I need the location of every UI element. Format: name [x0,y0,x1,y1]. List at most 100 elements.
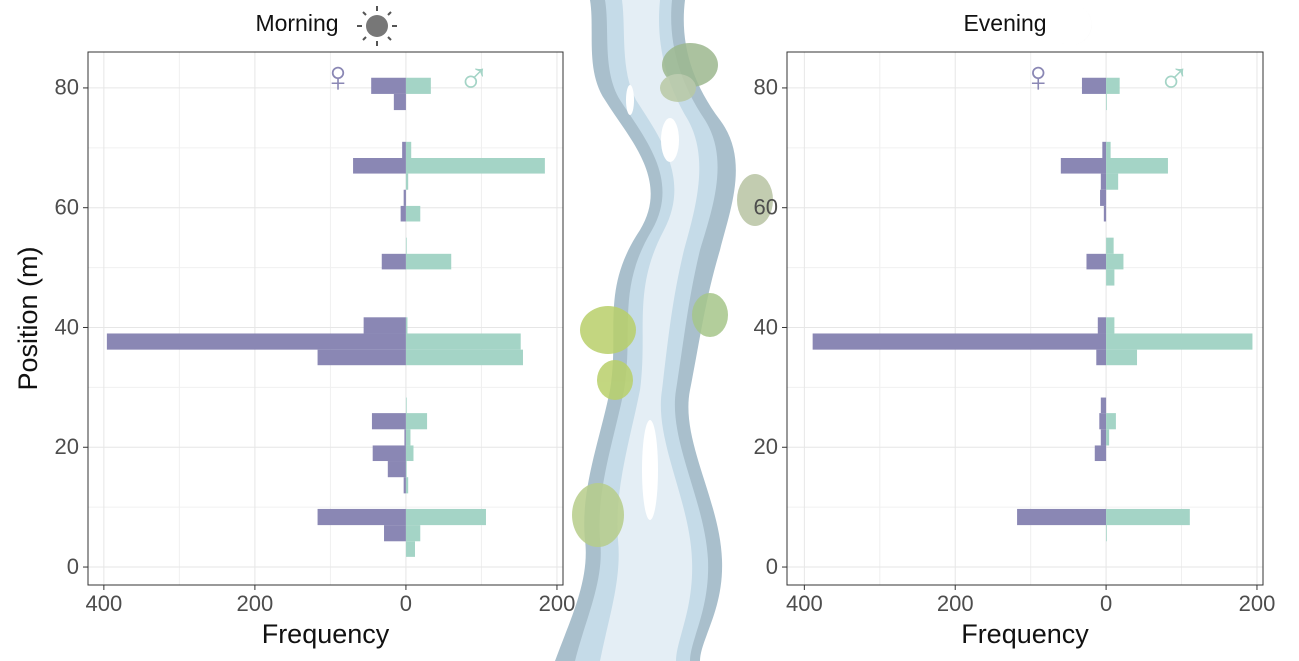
bar [1106,269,1115,286]
legend-label: ♂ [457,53,490,102]
bar [812,333,1107,350]
plot-background [787,52,1263,585]
bar [1097,317,1107,334]
bar [381,253,406,270]
bar [1106,141,1111,159]
bar [1100,189,1107,206]
plot-background [88,52,563,585]
bar [387,461,406,478]
y-tick-label: 80 [754,75,778,100]
bar [363,317,406,334]
bar [1106,429,1110,446]
river-highlight [642,420,658,520]
bar [1106,508,1190,526]
plot-border [786,51,1264,586]
x-tick-label: 200 [539,591,576,616]
bar [405,141,412,159]
bar [1081,77,1107,94]
bar [405,77,431,94]
x-tick-label: 200 [237,591,274,616]
bar [317,508,406,526]
bar [1086,253,1107,270]
plant [692,293,728,337]
bar [405,349,523,366]
bar [1106,77,1120,94]
bar [405,541,415,557]
bar [1106,173,1119,190]
plant [580,306,636,400]
y-tick-label: 40 [55,314,79,339]
moon-icon [1060,7,1092,46]
bar [1017,508,1107,526]
bar [372,445,406,462]
panel-title: Evening [963,10,1046,36]
bar [405,253,452,270]
bar [405,413,428,430]
bar [405,397,407,414]
y-tick-label: 20 [754,434,778,459]
bar [1106,93,1107,111]
y-tick-label: 20 [55,434,79,459]
bar [405,429,411,446]
bar [393,93,406,111]
panel-title: Morning [255,10,338,36]
plant [572,483,624,547]
bar [405,477,409,494]
legend-label: ♀ [321,53,354,102]
y-tick-label: 40 [754,314,778,339]
bar [404,429,406,446]
bar [1106,237,1114,254]
bar [1100,173,1107,190]
bar [1100,397,1107,414]
bar [405,525,421,542]
bar [1106,525,1107,542]
bar [1106,253,1124,270]
x-tick-label: 0 [1100,591,1112,616]
bar [405,237,407,254]
legend-label: ♂ [1158,53,1191,102]
x-axis-title: Frequency [262,619,390,649]
bar [1102,141,1107,159]
bar [371,77,406,94]
bar [1106,413,1116,430]
bar [384,525,406,542]
bar [353,158,406,174]
y-tick-label: 80 [55,75,79,100]
bar [317,349,406,366]
bar [1096,349,1107,366]
bar [1106,333,1253,350]
plant [660,43,718,102]
y-tick-label: 60 [55,195,79,220]
y-tick-label: 0 [67,554,79,579]
bar [405,205,421,222]
x-tick-label: 200 [937,591,974,616]
bar [1106,317,1115,334]
y-tick-label: 0 [766,554,778,579]
bar [1060,158,1107,174]
bar [405,445,414,462]
x-axis-title: Frequency [961,619,1089,649]
x-tick-label: 400 [85,591,122,616]
bar [400,205,406,222]
bar [405,508,486,526]
x-tick-label: 0 [400,591,412,616]
river-highlight [661,118,679,162]
river-current [600,0,700,661]
bar [1099,413,1107,430]
bar [1100,429,1107,446]
x-tick-label: 400 [786,591,823,616]
bar [1106,349,1138,366]
bar [402,141,406,159]
plot-border [87,51,564,586]
plant [737,174,773,226]
x-tick-label: 200 [1239,591,1276,616]
bar [1094,445,1107,462]
y-tick-label: 60 [754,195,778,220]
bar [403,477,406,494]
bar [405,461,407,478]
bar [371,413,406,430]
bar [1106,158,1168,174]
y-axis-title: Position (m) [13,246,43,390]
bar [405,173,409,190]
sun-icon [357,6,397,46]
